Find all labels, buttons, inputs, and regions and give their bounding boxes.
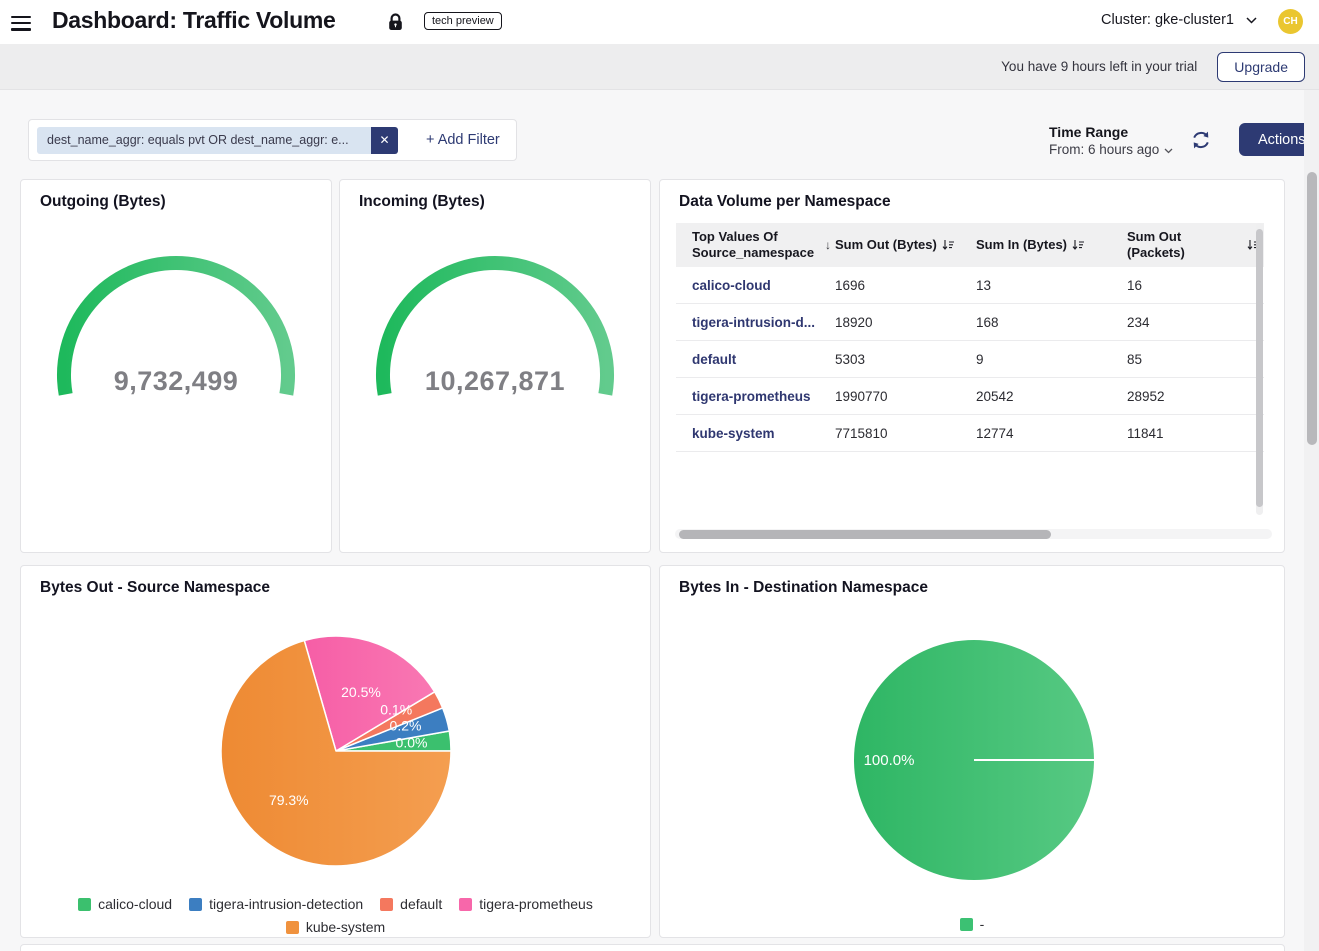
pie-legend: calico-cloud tigera-intrusion-detection de…: [6, 894, 666, 938]
incoming-gauge: [376, 256, 614, 396]
time-range-value: From: 6 hours ago: [1049, 142, 1160, 157]
avatar[interactable]: CH: [1278, 9, 1303, 34]
legend-item[interactable]: default: [380, 894, 442, 915]
scrollbar-thumb[interactable]: [1256, 229, 1263, 507]
pie-legend: -: [772, 914, 1172, 935]
outgoing-gauge: [57, 256, 295, 396]
upgrade-button[interactable]: Upgrade: [1217, 51, 1305, 82]
legend-label: kube-system: [305, 919, 386, 935]
chevron-down-icon: [1246, 12, 1257, 28]
legend-swatch: [380, 898, 394, 911]
legend-swatch: [959, 918, 973, 931]
legend-label: calico-cloud: [98, 896, 173, 912]
menu-icon[interactable]: [11, 12, 33, 32]
bytes-in-pie[interactable]: 100.0%: [660, 626, 1286, 896]
table-vertical-scrollbar: [1256, 223, 1263, 515]
namespace-link[interactable]: kube-system: [692, 425, 775, 441]
legend-swatch: [459, 898, 473, 911]
pie-slice-label: 100.0%: [864, 752, 915, 769]
add-filter-button[interactable]: + Add Filter: [426, 132, 500, 148]
sort-icon: [942, 240, 954, 250]
trial-banner: You have 9 hours left in your trial Upgr…: [0, 44, 1319, 90]
filter-bar: dest_name_aggr: equals pvt OR dest_name_…: [28, 119, 517, 161]
card-title: Outgoing (Bytes): [40, 193, 166, 210]
legend-item[interactable]: -: [959, 914, 985, 935]
legend-item[interactable]: kube-system: [285, 917, 386, 938]
table-row: kube-system 7715810 12774 11841: [676, 415, 1264, 452]
time-range-label: Time Range: [1049, 124, 1129, 140]
legend-item[interactable]: tigera-prometheus: [459, 894, 593, 915]
top-bar: Dashboard: Traffic Volume tech preview C…: [0, 0, 1319, 44]
column-header-sum-in-bytes[interactable]: Sum In (Bytes): [976, 237, 1127, 253]
next-row-card: [20, 944, 1285, 951]
pie-slice-label: 0.1%: [380, 702, 412, 718]
pie-slice-label: 0.0%: [396, 734, 428, 750]
column-header-source-namespace[interactable]: Top Values Of Source_namespace ↓: [692, 228, 831, 260]
page-title: Dashboard: Traffic Volume: [52, 7, 336, 33]
cluster-label: Cluster: gke-cluster1: [1101, 12, 1234, 28]
chevron-down-icon: [1164, 142, 1173, 157]
gauge-value: 9,732,499: [113, 366, 239, 396]
bytes-out-pie-card: Bytes Out - Source Namespace 0.0% 0.2% 0.1…: [20, 565, 651, 938]
pie-slice-label: 0.2%: [390, 718, 422, 734]
namespace-link[interactable]: calico-cloud: [692, 277, 771, 293]
bytes-out-pie[interactable]: 0.0%0.2%0.1% 20.5% 79.3%: [21, 626, 652, 884]
card-title: Bytes Out - Source Namespace: [40, 579, 271, 596]
trial-message: You have 9 hours left in your trial: [1001, 59, 1198, 74]
gauge-value: 10,267,871: [424, 366, 566, 396]
table-horizontal-scrollbar: [675, 529, 1272, 539]
legend-swatch: [78, 898, 92, 911]
table-row: tigera-intrusion-d... 18920 168 234: [676, 304, 1264, 341]
column-header-sum-out-packets[interactable]: Sum Out (Packets): [1127, 229, 1264, 262]
legend-label: -: [979, 916, 985, 932]
refresh-icon[interactable]: [1190, 129, 1212, 151]
incoming-bytes-card: Incoming (Bytes) 10,267,871: [339, 179, 651, 553]
cluster-selector[interactable]: Cluster: gke-cluster1: [1101, 12, 1257, 28]
legend-swatch: [285, 921, 299, 934]
table-row: tigera-prometheus 1990770 20542 28952: [676, 378, 1264, 415]
table-row: default 5303 9 85: [676, 341, 1264, 378]
namespace-table: Top Values Of Source_namespace ↓ Sum Out…: [676, 223, 1264, 452]
data-volume-card: Data Volume per Namespace Top Values Of …: [659, 179, 1285, 553]
namespace-link[interactable]: default: [692, 351, 737, 367]
filter-chip[interactable]: dest_name_aggr: equals pvt OR dest_name_…: [37, 126, 398, 154]
card-title: Data Volume per Namespace: [679, 193, 891, 210]
namespace-link[interactable]: tigera-intrusion-d...: [692, 314, 815, 330]
sort-asc-icon: ↓: [825, 238, 831, 252]
filter-chip-text: dest_name_aggr: equals pvt OR dest_name_…: [37, 126, 371, 154]
sort-icon: [1072, 240, 1085, 250]
legend-label: tigera-intrusion-detection: [209, 896, 364, 912]
legend-label: tigera-prometheus: [479, 896, 593, 912]
card-title: Bytes In - Destination Namespace: [679, 579, 928, 596]
pie-slice-label: 79.3%: [269, 792, 309, 808]
legend-item[interactable]: tigera-intrusion-detection: [189, 894, 363, 915]
page-scrollbar: [1304, 90, 1319, 951]
bytes-in-pie-card: Bytes In - Destination Namespace 100.0% …: [659, 565, 1285, 938]
table-header-row: Top Values Of Source_namespace ↓ Sum Out…: [676, 223, 1264, 267]
legend-label: default: [400, 896, 443, 912]
outgoing-bytes-card: Outgoing (Bytes) 9,732,499: [20, 179, 332, 553]
tech-preview-badge: tech preview: [424, 12, 502, 30]
scrollbar-thumb[interactable]: [1306, 172, 1317, 445]
lock-icon: [388, 13, 403, 36]
legend-swatch: [189, 898, 203, 911]
scrollbar-thumb[interactable]: [679, 529, 1051, 539]
pie-slice-label: 20.5%: [341, 684, 381, 700]
card-title: Incoming (Bytes): [359, 193, 485, 210]
column-header-sum-out-bytes[interactable]: Sum Out (Bytes): [835, 237, 976, 253]
close-icon[interactable]: ✕: [371, 126, 398, 154]
table-row: calico-cloud 1696 13 16: [676, 267, 1264, 304]
namespace-link[interactable]: tigera-prometheus: [692, 388, 811, 404]
legend-item[interactable]: calico-cloud: [78, 894, 172, 915]
time-range-dropdown[interactable]: Time Range From: 6 hours ago: [1049, 124, 1173, 157]
